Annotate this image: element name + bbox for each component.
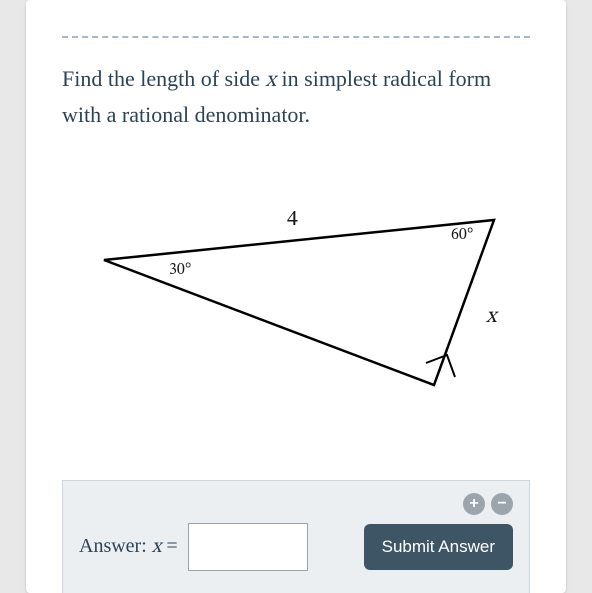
zoom-controls: + −	[79, 493, 513, 515]
triangle-svg	[104, 200, 504, 400]
unknown-side-label: x	[486, 303, 497, 331]
hypotenuse-label: 4	[287, 206, 298, 234]
answer-prefix: Answer:	[79, 535, 152, 557]
question-text: Find the length of side x in simplest ra…	[62, 62, 530, 131]
angle-60-label: 60°	[451, 225, 473, 245]
answer-panel: + − Answer: x = Submit Answer	[62, 480, 530, 593]
answer-label: Answer: x =	[79, 535, 178, 560]
triangle-figure: 4 x 30° 60°	[104, 200, 504, 400]
minus-icon[interactable]: −	[491, 493, 513, 515]
answer-equals: =	[161, 535, 177, 557]
plus-icon[interactable]: +	[463, 493, 485, 515]
answer-input[interactable]	[188, 523, 308, 571]
answer-variable: x	[152, 537, 162, 557]
question-prefix: Find the length of side	[62, 66, 265, 91]
submit-button[interactable]: Submit Answer	[364, 524, 513, 570]
angle-30-label: 30°	[169, 260, 191, 280]
answer-row: Answer: x = Submit Answer	[79, 523, 513, 571]
problem-card: Find the length of side x in simplest ra…	[26, 0, 566, 593]
question-variable: x	[265, 70, 276, 92]
section-divider	[62, 36, 530, 38]
